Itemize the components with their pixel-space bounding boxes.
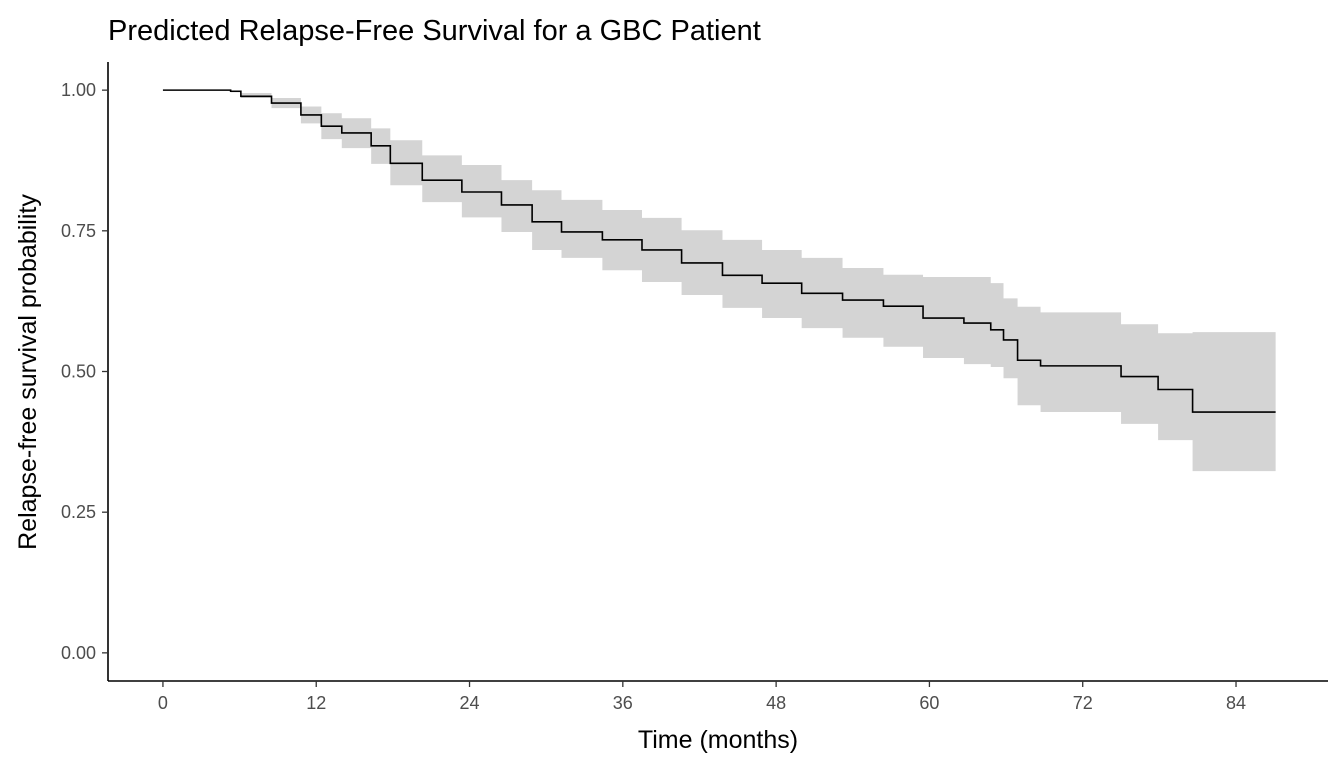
y-tick-label: 0.75 (61, 221, 96, 241)
confidence-band (162, 90, 1276, 472)
x-tick-label: 24 (460, 693, 480, 713)
x-tick-label: 12 (306, 693, 326, 713)
y-tick-label: 0.00 (61, 643, 96, 663)
x-tick-label: 0 (158, 693, 168, 713)
survival-curve (162, 89, 1276, 413)
x-tick-label: 60 (919, 693, 939, 713)
x-axis-title: Time (months) (638, 726, 798, 754)
y-axis-ticks: 0.00 0.25 0.50 0.75 1.00 (61, 80, 108, 663)
y-axis-title: Relapse-free survival probability (14, 194, 42, 550)
x-tick-label: 84 (1226, 693, 1246, 713)
y-tick-label: 1.00 (61, 80, 96, 100)
chart-title: Predicted Relapse-Free Survival for a GB… (108, 15, 761, 47)
plot-area (162, 89, 1276, 472)
x-tick-label: 36 (613, 693, 633, 713)
x-tick-label: 48 (766, 693, 786, 713)
y-tick-label: 0.25 (61, 502, 96, 522)
y-tick-label: 0.50 (61, 362, 96, 382)
x-tick-label: 72 (1073, 693, 1093, 713)
x-axis-ticks: 0 12 24 36 48 60 72 84 (158, 681, 1246, 713)
